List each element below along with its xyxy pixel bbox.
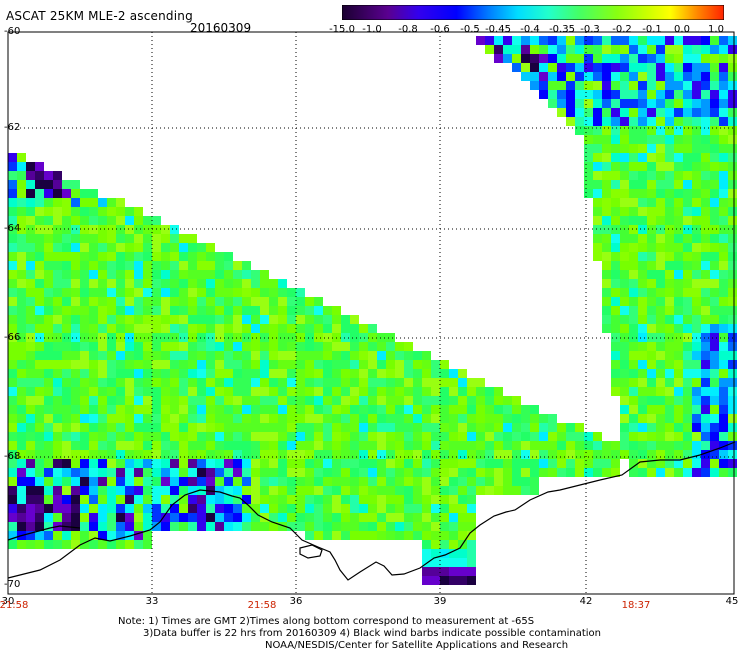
latitude-label: -60 [4, 26, 21, 37]
colorbar-tick-label: -0.35 [549, 24, 575, 35]
map-frame [7, 31, 735, 595]
colorbar-tick-labels: -15.0 -1.0 -0.8 -0.6 -0.5 -0.45 -0.4 -0.35 -0.3 -… [329, 24, 730, 38]
pass-time-label: 21:58 [247, 600, 277, 611]
colorbar-tick-label: -0.6 [430, 24, 450, 35]
note-line-1: Note: 1) Times are GMT 2)Times along bot… [118, 616, 535, 627]
swath-cells [8, 36, 737, 585]
colorbar-tick-label: -0.5 [460, 24, 480, 35]
colorbar-tick-label: -0.1 [642, 24, 662, 35]
latitude-label: -64 [4, 223, 21, 234]
colorbar-tick-label: -0.45 [485, 24, 511, 35]
ice-shelf-edge [7, 525, 81, 541]
note-line-2: 3)Data buffer is 22 hrs from 20160309 4)… [143, 628, 601, 639]
colorbar-tick-label: -0.3 [580, 24, 600, 35]
ice-rise-outline [299, 544, 323, 559]
colorbar-tick-label: -0.2 [612, 24, 632, 35]
latitude-label: -70 [4, 579, 21, 590]
longitude-label: 39 [433, 596, 447, 607]
product-title: ASCAT 25KM MLE-2 ascending [6, 9, 193, 23]
note-line-3: NOAA/NESDIS/Center for Satellite Applica… [265, 640, 569, 651]
colorbar-tick-label: -1.0 [362, 24, 382, 35]
longitude-label: 33 [145, 596, 159, 607]
latitude-label: -68 [4, 451, 21, 462]
longitude-label: 45 [725, 596, 739, 607]
lat-lon-grid [8, 32, 734, 594]
latitude-label: -66 [4, 332, 21, 343]
pass-time-label: 21:58 [0, 600, 29, 611]
colorbar-tick-label: -15.0 [329, 24, 355, 35]
colorbar-tick-label: -0.8 [398, 24, 418, 35]
antarctic-coastline [7, 441, 736, 581]
colorbar-tick-label: 1.0 [708, 24, 724, 35]
longitude-label: 30 [1, 596, 15, 607]
longitude-label: 36 [289, 596, 303, 607]
colorbar [342, 5, 724, 20]
latitude-label: -62 [4, 122, 21, 133]
colorbar-tick-label: 0.0 [674, 24, 690, 35]
longitude-label: 42 [579, 596, 593, 607]
colorbar-tick-label: -0.4 [520, 24, 540, 35]
pass-time-label: 18:37 [621, 600, 651, 611]
